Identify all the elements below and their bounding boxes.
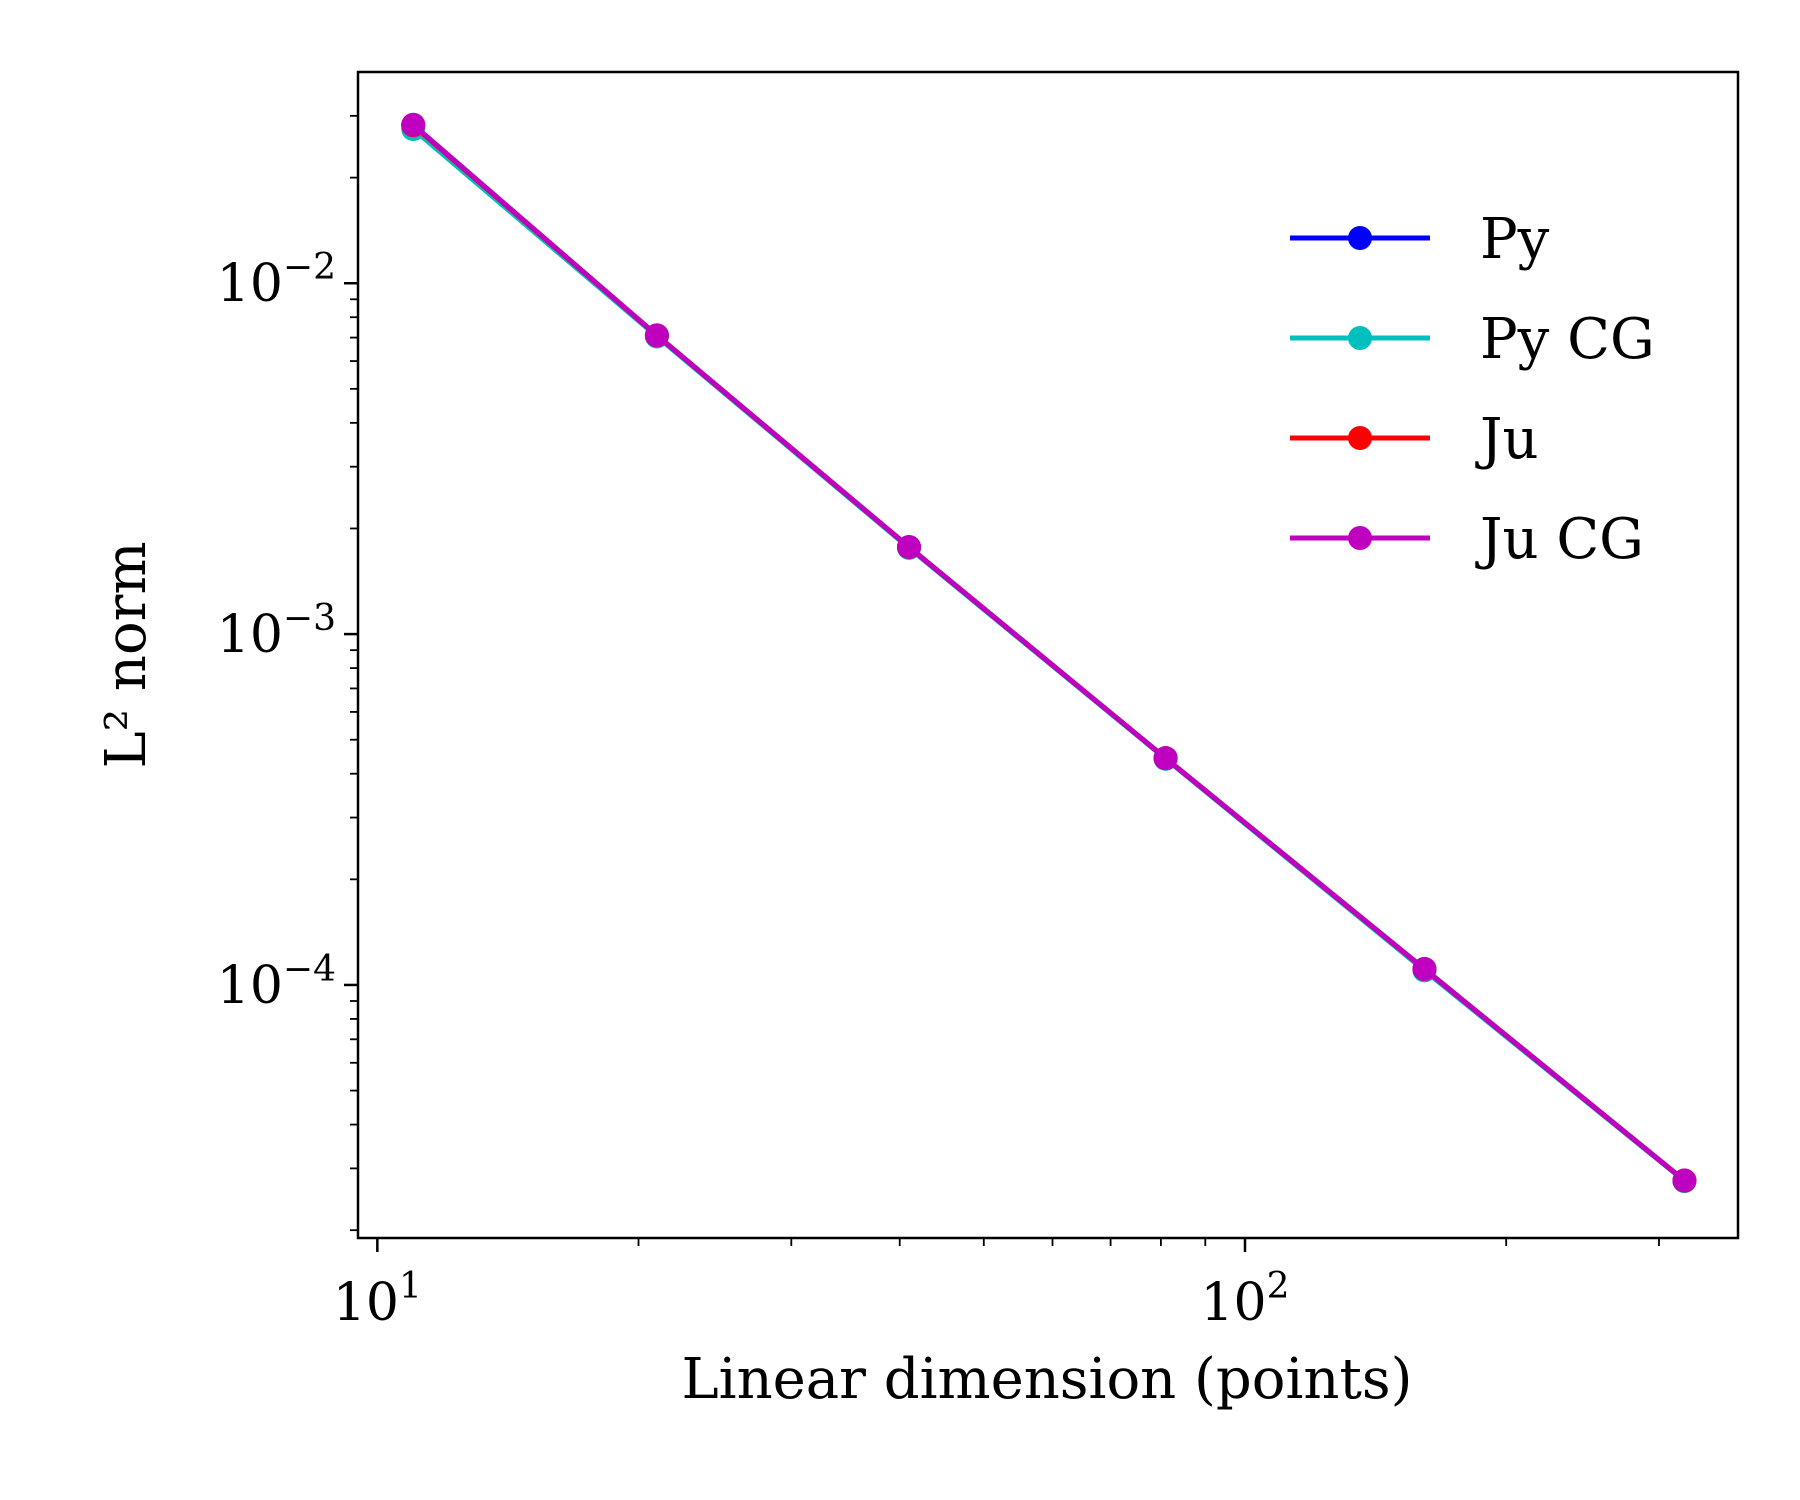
y-tick-label: 10−2 [217,247,336,314]
data-point-ju-cg [644,323,669,348]
x-axis-title: Linear dimension (points) [681,1347,1412,1412]
data-point-ju-cg [401,112,426,137]
series-ju-cg [401,112,1697,1193]
x-tick-label: 101 [333,1266,422,1333]
x-tick-label: 102 [1200,1266,1289,1333]
y-tick-labels: 10−2 10−3 10−4 [217,247,336,1016]
data-point-ju-cg [1672,1168,1697,1193]
legend-label: Py CG [1480,307,1655,372]
legend-marker [1348,526,1372,550]
major-ticks [344,281,1247,1252]
minor-ticks [350,114,1660,1246]
legend-entry-ju-cg: Ju CG [1290,507,1644,572]
y-tick-label: 10−3 [217,598,336,665]
legend-entry-py: Py [1290,207,1550,272]
x-tick-labels: 101 102 [333,1266,1290,1333]
data-point-ju-cg [1412,957,1437,982]
legend-label: Ju [1475,407,1539,472]
legend-marker [1348,226,1372,250]
legend-marker [1348,326,1372,350]
legend-entry-py-cg: Py CG [1290,307,1655,372]
series-line-ju-cg [411,122,1687,1183]
legend-marker [1348,426,1372,450]
series-layer [401,112,1697,1194]
data-point-ju-cg [897,535,922,560]
legend-entry-ju: Ju [1290,407,1539,472]
legend: Py Py CG Ju Ju CG [1290,207,1655,572]
y-tick-label: 10−4 [217,949,336,1016]
legend-label: Ju CG [1475,507,1644,572]
y-axis-title: L² norm [94,541,159,768]
plot-frame [356,70,1740,1240]
legend-label: Py [1480,207,1550,272]
data-point-ju-cg [1153,746,1178,771]
